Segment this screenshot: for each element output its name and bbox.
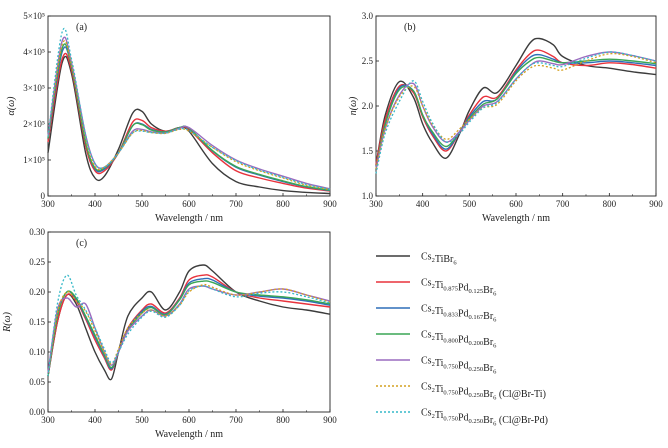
x-tick-label: 500 bbox=[135, 415, 149, 425]
series-line-s7 bbox=[47, 27, 331, 190]
y-tick-label: 4×10⁵ bbox=[23, 47, 45, 57]
x-tick-label: 800 bbox=[276, 199, 290, 209]
series-line-s5 bbox=[375, 51, 657, 170]
y-tick-label: 3×10⁵ bbox=[23, 83, 45, 93]
x-tick-label: 800 bbox=[603, 199, 617, 209]
panel-label: (b) bbox=[404, 22, 416, 33]
legend-label-s7: Cs2Ti0.750Pd0.250Br6 (Cl@Br-Pd) bbox=[421, 408, 548, 428]
x-tick-label: 300 bbox=[41, 199, 55, 209]
y-axis-label: R(ω) bbox=[2, 311, 13, 332]
y-tick-label: 5×10⁵ bbox=[23, 11, 45, 21]
legend-label-s4: Cs2Ti0.800Pd0.200Br6 bbox=[421, 330, 497, 350]
series-line-s5 bbox=[47, 36, 331, 190]
x-axis-label: Wavelength / nm bbox=[155, 429, 223, 440]
y-tick-label: 1.5 bbox=[362, 146, 374, 156]
x-axis-label: Wavelength / nm bbox=[155, 213, 223, 224]
x-tick-label: 600 bbox=[182, 415, 196, 425]
legend-label-s3: Cs2Ti0.833Pd0.167Br6 bbox=[421, 304, 497, 324]
y-tick-label: 2.5 bbox=[362, 56, 374, 66]
y-tick-label: 0.20 bbox=[29, 287, 45, 297]
series-line-s4 bbox=[47, 43, 331, 191]
x-axis-label: Wavelength / nm bbox=[482, 213, 550, 224]
y-tick-label: 0.10 bbox=[29, 347, 45, 357]
series-line-s1 bbox=[47, 55, 331, 195]
plot-frame bbox=[47, 231, 331, 413]
legend-label-s6: Cs2Ti0.750Pd0.250Br6 (Cl@Br-Ti) bbox=[421, 382, 546, 402]
x-tick-label: 600 bbox=[182, 199, 196, 209]
y-tick-label: 2.0 bbox=[362, 101, 374, 111]
x-tick-label: 700 bbox=[229, 415, 243, 425]
series-line-s6 bbox=[47, 283, 331, 377]
y-tick-label: 0 bbox=[41, 191, 46, 201]
panel-label: (c) bbox=[76, 238, 87, 249]
x-tick-label: 900 bbox=[649, 199, 663, 209]
x-tick-label: 800 bbox=[276, 415, 290, 425]
panel-a-alpha-chart: 300 400 500 600 700 800 900 0 1×10⁵ 2×10⁵ 3×10⁵ 4×1… bbox=[6, 11, 337, 224]
x-tick-label: 700 bbox=[556, 199, 570, 209]
y-tick-label: 0.30 bbox=[29, 227, 45, 237]
series-line-s7 bbox=[375, 51, 657, 174]
series-line-s2 bbox=[375, 49, 657, 165]
y-tick-label: 3.0 bbox=[362, 11, 374, 21]
y-tick-label: 0.05 bbox=[29, 377, 45, 387]
series-line-s3 bbox=[375, 53, 657, 170]
x-tick-label: 700 bbox=[229, 199, 243, 209]
x-tick-label: 300 bbox=[41, 415, 55, 425]
y-tick-label: 0.15 bbox=[29, 317, 45, 327]
panel-c-r-chart: 300 400 500 600 700 800 900 0.00 0.05 0.10 0.15 0.2… bbox=[2, 227, 337, 440]
x-tick-label: 500 bbox=[135, 199, 149, 209]
x-tick-label: 900 bbox=[323, 199, 337, 209]
series-line-s4 bbox=[375, 56, 657, 170]
legend-label-s5: Cs2Ti0.750Pd0.250Br6 bbox=[421, 356, 497, 376]
x-tick-label: 300 bbox=[369, 199, 383, 209]
panel-b-n-chart: 300 400 500 600 700 800 900 1.0 1.5 2.0 2.5 3.0 Wave… bbox=[348, 11, 663, 224]
series-line-s2 bbox=[47, 274, 331, 377]
y-tick-label: 1.0 bbox=[362, 191, 374, 201]
x-tick-label: 500 bbox=[463, 199, 477, 209]
panel-label: (a) bbox=[76, 22, 87, 33]
y-axis-label: n(ω) bbox=[348, 96, 359, 115]
y-tick-label: 2×10⁵ bbox=[23, 119, 45, 129]
series-line-s1 bbox=[47, 264, 331, 381]
legend: Cs2TiBr6 Cs2Ti0.875Pd0.125Br6 Cs2Ti0.833Pd… bbox=[376, 252, 548, 428]
series-line-s6 bbox=[47, 39, 331, 191]
plot-frame bbox=[375, 15, 657, 197]
legend-label-s1: Cs2TiBr6 bbox=[421, 252, 457, 267]
legend-label-s2: Cs2Ti0.875Pd0.125Br6 bbox=[421, 278, 497, 298]
y-tick-label: 1×10⁵ bbox=[23, 155, 45, 165]
x-tick-label: 400 bbox=[88, 415, 102, 425]
x-tick-label: 900 bbox=[323, 415, 337, 425]
x-tick-label: 600 bbox=[509, 199, 523, 209]
x-tick-label: 400 bbox=[416, 199, 430, 209]
x-tick-label: 400 bbox=[88, 199, 102, 209]
y-axis-label: α(ω) bbox=[6, 96, 17, 116]
y-tick-label: 0.00 bbox=[29, 407, 45, 417]
series-line-s7 bbox=[47, 274, 331, 377]
y-tick-label: 0.25 bbox=[29, 257, 45, 267]
series-line-s3 bbox=[47, 277, 331, 377]
